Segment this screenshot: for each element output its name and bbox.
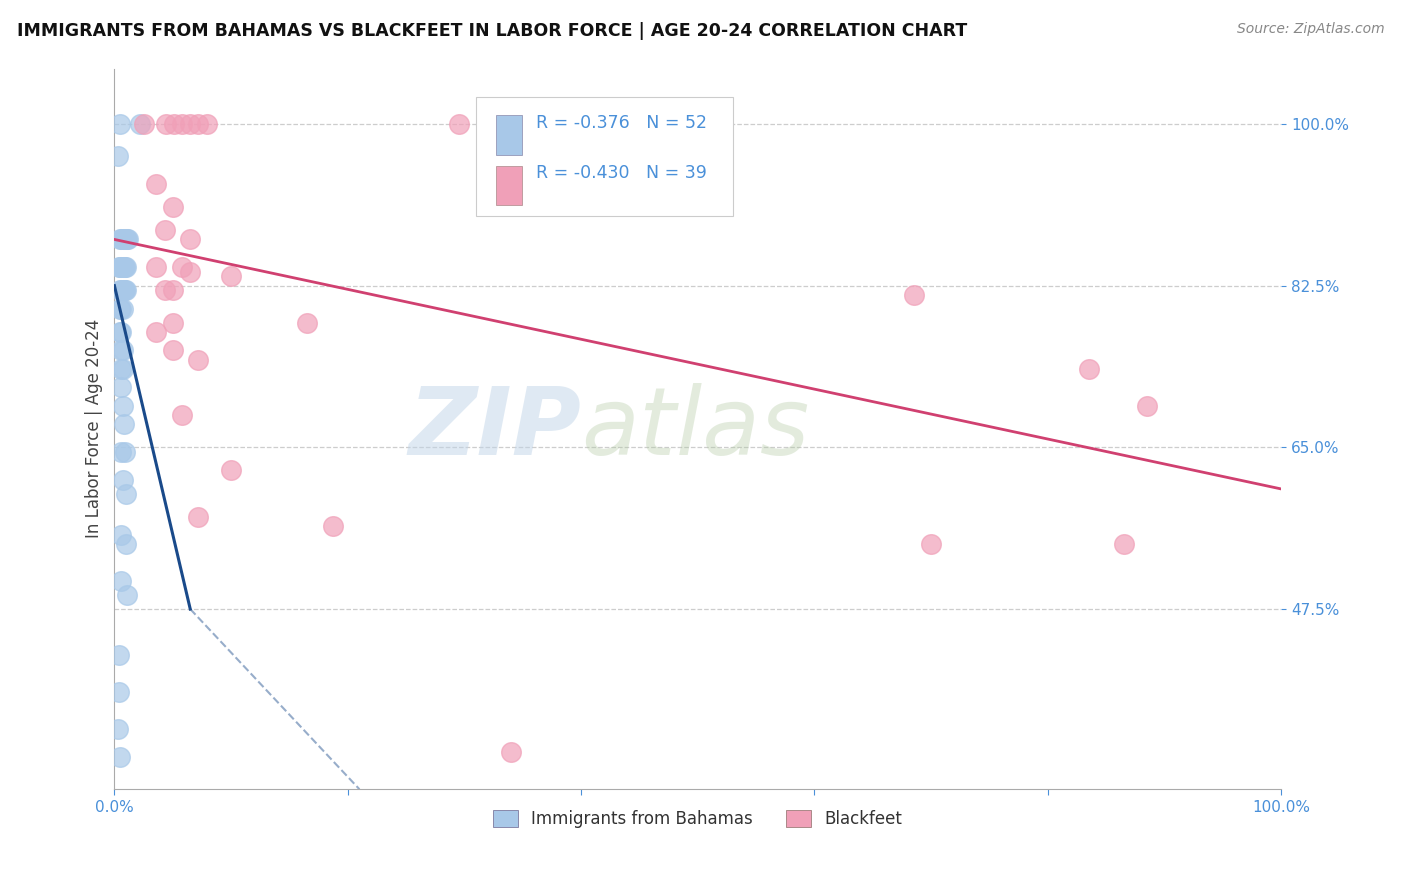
Text: IMMIGRANTS FROM BAHAMAS VS BLACKFEET IN LABOR FORCE | AGE 20-24 CORRELATION CHAR: IMMIGRANTS FROM BAHAMAS VS BLACKFEET IN … — [17, 22, 967, 40]
Point — [179, 265, 201, 279]
Point — [162, 316, 184, 330]
Point — [115, 537, 138, 551]
Point — [114, 283, 136, 297]
Point — [115, 486, 138, 500]
Point — [132, 117, 155, 131]
Point — [1077, 361, 1099, 376]
Point — [112, 283, 135, 297]
Point — [110, 325, 132, 339]
Point — [112, 232, 135, 246]
Point — [110, 445, 132, 459]
Point — [219, 463, 242, 477]
Point — [447, 117, 470, 131]
Point — [172, 260, 194, 275]
Point — [110, 283, 132, 297]
Point — [322, 519, 344, 533]
Point — [179, 117, 201, 131]
Point — [110, 325, 132, 339]
Point — [129, 117, 152, 131]
Point — [107, 722, 129, 736]
Point — [155, 117, 177, 131]
FancyBboxPatch shape — [496, 115, 522, 155]
FancyBboxPatch shape — [477, 97, 733, 216]
Point — [114, 445, 136, 459]
Point — [111, 361, 134, 376]
Y-axis label: In Labor Force | Age 20-24: In Labor Force | Age 20-24 — [86, 319, 103, 539]
Legend: Immigrants from Bahamas, Blackfeet: Immigrants from Bahamas, Blackfeet — [486, 804, 910, 835]
Point — [110, 528, 132, 542]
Point — [903, 288, 925, 302]
Text: R = -0.376   N = 52: R = -0.376 N = 52 — [536, 114, 707, 132]
Point — [153, 283, 176, 297]
Point — [172, 408, 194, 422]
Point — [219, 269, 242, 284]
Point — [187, 509, 209, 524]
Point — [111, 232, 134, 246]
Point — [153, 223, 176, 237]
Point — [920, 537, 942, 551]
Point — [112, 260, 135, 275]
Point — [117, 232, 139, 246]
Text: Source: ZipAtlas.com: Source: ZipAtlas.com — [1237, 22, 1385, 37]
Point — [114, 260, 136, 275]
Point — [110, 343, 132, 358]
Point — [145, 260, 167, 275]
Point — [110, 301, 132, 316]
Point — [108, 685, 131, 699]
Point — [145, 177, 167, 191]
Point — [187, 117, 209, 131]
Point — [172, 117, 194, 131]
Point — [108, 260, 131, 275]
Point — [162, 343, 184, 358]
Point — [110, 232, 132, 246]
Point — [114, 232, 136, 246]
Point — [110, 380, 132, 394]
Point — [110, 574, 132, 589]
Point — [162, 200, 184, 214]
Point — [163, 117, 186, 131]
Point — [108, 648, 131, 663]
Point — [111, 399, 134, 413]
Point — [145, 325, 167, 339]
Point — [110, 260, 132, 275]
Point — [115, 232, 138, 246]
Point — [111, 473, 134, 487]
Point — [110, 117, 132, 131]
Point — [111, 283, 134, 297]
Point — [107, 149, 129, 163]
Point — [1112, 537, 1135, 551]
Point — [111, 301, 134, 316]
Point — [115, 283, 138, 297]
Point — [110, 260, 132, 275]
Point — [501, 745, 523, 759]
Point — [110, 361, 132, 376]
Point — [187, 352, 209, 367]
Point — [1136, 399, 1159, 413]
FancyBboxPatch shape — [496, 166, 522, 205]
Text: atlas: atlas — [581, 384, 810, 475]
Point — [112, 417, 135, 432]
Point — [162, 283, 184, 297]
Text: R = -0.430   N = 39: R = -0.430 N = 39 — [536, 164, 706, 182]
Point — [115, 260, 138, 275]
Point — [110, 750, 132, 764]
Point — [111, 260, 134, 275]
Point — [117, 588, 139, 602]
Point — [179, 232, 201, 246]
Point — [111, 343, 134, 358]
Text: ZIP: ZIP — [408, 383, 581, 475]
Point — [117, 232, 139, 246]
Point — [295, 316, 318, 330]
Point — [110, 301, 132, 316]
Point — [195, 117, 218, 131]
Point — [110, 283, 132, 297]
Point — [110, 232, 132, 246]
